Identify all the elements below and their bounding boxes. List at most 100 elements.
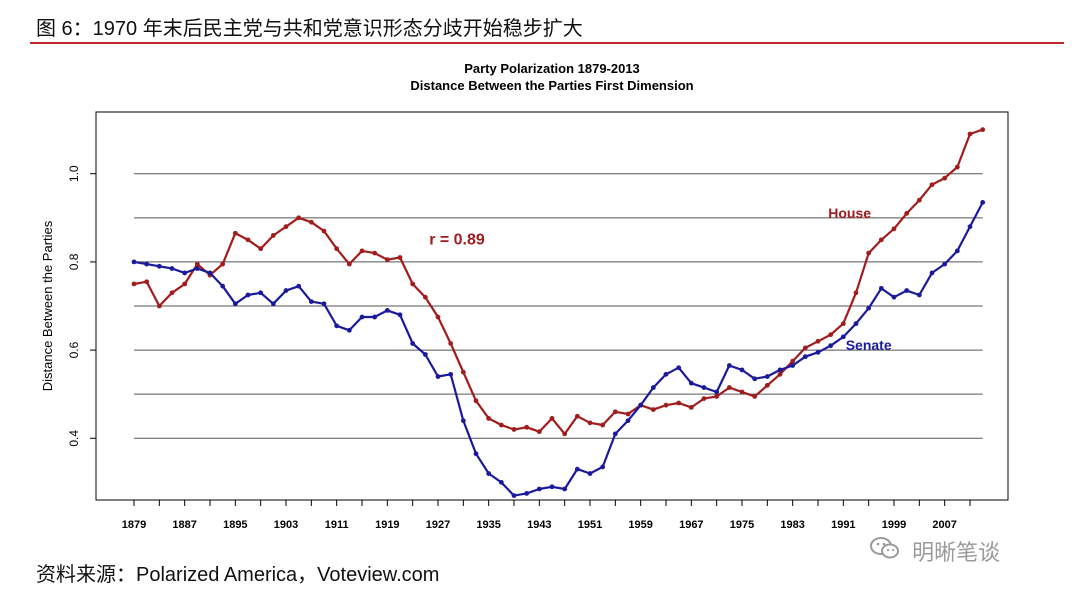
- wechat-icon: [870, 536, 900, 566]
- x-tick-label: 1911: [325, 519, 349, 531]
- house-point: [131, 281, 137, 287]
- y-axis: 0.4 0.6 0.8 1.0: [67, 165, 96, 447]
- x-tick-label: 1935: [476, 519, 500, 531]
- x-tick-label: 1879: [122, 519, 146, 531]
- house-point: [866, 250, 872, 256]
- figure-title: 图 6：1970 年末后民主党与共和党意识形态分歧开始稳步扩大: [36, 18, 583, 40]
- house-point: [258, 246, 264, 252]
- senate-point: [220, 283, 226, 289]
- house-point: [283, 224, 289, 230]
- x-tick-label: 1895: [223, 519, 247, 531]
- house-point: [815, 338, 821, 344]
- correlation-annotation: r = 0.89: [429, 231, 485, 248]
- senate-point: [980, 199, 986, 205]
- house-point: [967, 131, 973, 137]
- y-tick-label: 0.8: [67, 253, 81, 270]
- chart-labels: House Senate r = 0.89: [429, 205, 892, 353]
- senate-point: [270, 301, 276, 307]
- house-point: [676, 400, 682, 406]
- senate-point: [207, 270, 213, 276]
- x-tick-label: 1887: [172, 519, 196, 531]
- house-point: [650, 407, 656, 413]
- senate-point: [460, 418, 466, 424]
- x-tick-label: 1943: [527, 519, 551, 531]
- senate-point: [650, 385, 656, 390]
- senate-series-label: Senate: [846, 337, 892, 353]
- house-point: [954, 164, 960, 170]
- senate-point: [853, 321, 859, 327]
- senate-point: [321, 301, 327, 307]
- x-tick-label: 1975: [730, 519, 754, 531]
- senate-point: [916, 292, 922, 298]
- senate-point: [790, 363, 796, 368]
- senate-point: [194, 266, 200, 271]
- senate-point: [549, 484, 555, 490]
- senate-point: [156, 263, 162, 269]
- senate-point: [346, 327, 352, 333]
- senate-line: [133, 201, 984, 497]
- x-tick-label: 1999: [882, 519, 906, 531]
- senate-point: [308, 299, 314, 304]
- senate-point: [296, 283, 302, 289]
- senate-point: [828, 343, 834, 349]
- senate-point: [764, 374, 770, 379]
- senate-point: [524, 490, 530, 496]
- house-point: [511, 427, 517, 432]
- senate-point: [384, 308, 390, 313]
- house-point: [308, 219, 314, 225]
- senate-point: [232, 301, 238, 307]
- senate-point: [422, 352, 428, 357]
- senate-point: [676, 365, 682, 371]
- house-point: [688, 405, 694, 410]
- x-tick-label: 1983: [780, 519, 804, 531]
- house-point: [802, 345, 808, 351]
- house-point: [498, 422, 504, 428]
- senate-point: [245, 292, 251, 298]
- senate-point: [397, 312, 403, 318]
- house-point: [334, 246, 340, 252]
- house-point: [194, 261, 200, 267]
- title-divider: [30, 42, 1064, 44]
- y-tick-label: 1.0: [67, 165, 81, 182]
- house-point: [904, 211, 910, 216]
- house-point: [422, 294, 428, 300]
- y-axis-label: Distance Between the Parties: [40, 220, 55, 391]
- senate-point: [169, 266, 175, 271]
- senate-point: [587, 471, 593, 476]
- senate-point: [638, 402, 644, 408]
- house-point: [410, 281, 416, 287]
- senate-point: [562, 486, 568, 492]
- senate-point: [866, 305, 872, 311]
- house-point: [359, 248, 365, 254]
- house-point: [663, 402, 669, 408]
- senate-point: [359, 314, 365, 320]
- house-point: [397, 255, 403, 260]
- series-lines: [131, 127, 986, 498]
- house-point: [739, 389, 745, 395]
- senate-point: [334, 323, 340, 329]
- x-tick-label: 1919: [375, 519, 399, 531]
- x-tick-label: 1927: [426, 519, 450, 531]
- senate-point: [612, 431, 618, 437]
- chart-title: Party Polarization 1879-2013: [464, 61, 640, 76]
- chart-subtitle: Distance Between the Parties First Dimen…: [410, 78, 693, 93]
- house-point: [840, 321, 846, 327]
- house-point: [625, 411, 631, 417]
- senate-point: [942, 261, 948, 267]
- house-point: [752, 393, 758, 399]
- grid-lines: [134, 173, 983, 439]
- senate-point: [600, 464, 606, 470]
- senate-point: [498, 479, 504, 485]
- house-point: [182, 281, 188, 287]
- house-point: [980, 127, 986, 133]
- source-note: 资料来源：Polarized America，Voteview.com: [36, 564, 440, 586]
- house-point: [220, 261, 226, 267]
- x-tick-label: 1967: [679, 519, 703, 531]
- watermark-text: 明晰笔谈: [912, 540, 1001, 565]
- senate-point: [372, 314, 378, 320]
- polarization-chart: Party Polarization 1879-2013 Distance Be…: [40, 61, 1009, 531]
- house-point: [726, 385, 732, 390]
- senate-point: [967, 224, 973, 230]
- house-point: [916, 197, 922, 203]
- y-tick-label: 0.6: [67, 341, 81, 358]
